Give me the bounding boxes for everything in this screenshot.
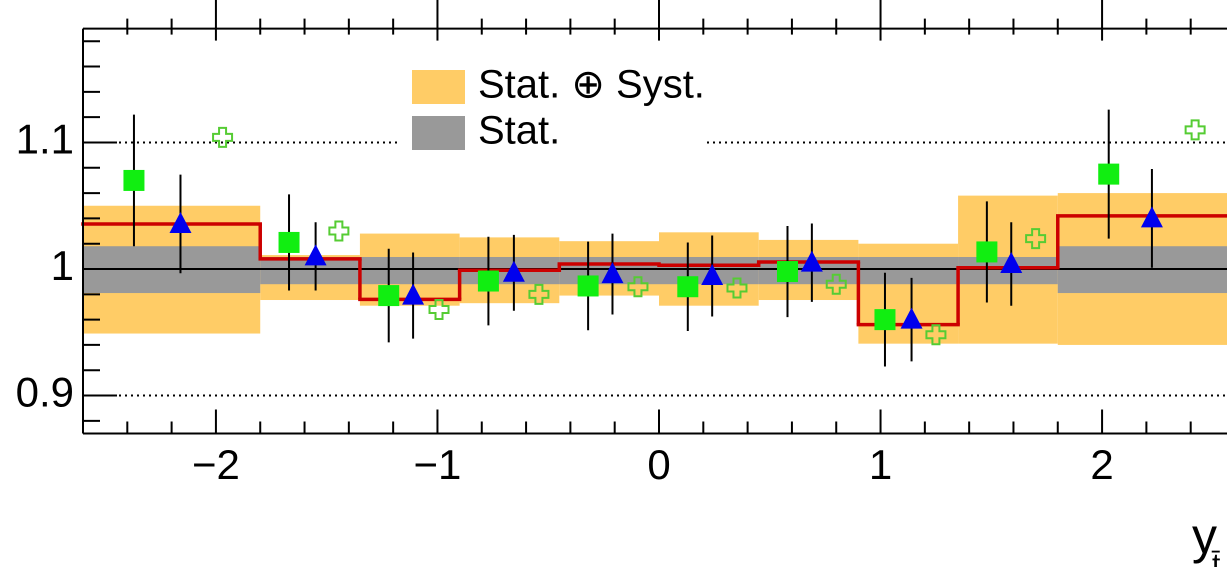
x-tick-label: 1 <box>869 441 892 488</box>
triangle-marker <box>169 211 192 233</box>
band <box>858 256 959 285</box>
square-marker <box>278 231 300 253</box>
cross-marker <box>825 273 847 295</box>
square-marker <box>577 275 599 297</box>
cross-marker <box>528 283 550 305</box>
cross-marker <box>1184 119 1206 141</box>
x-tick-label: −1 <box>414 441 462 488</box>
cross-marker <box>627 276 649 298</box>
x-tick-label: 0 <box>647 441 670 488</box>
triangle-marker <box>1000 251 1023 273</box>
x-tick-label: −2 <box>192 441 240 488</box>
y-tick-label: 1.1 <box>16 116 74 163</box>
triangle-marker <box>601 262 624 284</box>
cross-marker <box>1025 228 1047 250</box>
square-marker <box>874 309 896 331</box>
triangle-marker <box>701 263 724 285</box>
legend-swatch <box>412 116 465 150</box>
cross-marker <box>925 324 947 346</box>
cross-marker <box>428 298 450 320</box>
triangle-marker <box>800 250 823 272</box>
square-marker <box>378 285 400 307</box>
x-axis-label: y <box>1192 508 1217 564</box>
triangle-marker <box>900 307 923 329</box>
square-marker <box>477 270 499 292</box>
y-tick-label: 0.9 <box>16 369 74 416</box>
x-tick-label: 2 <box>1090 441 1113 488</box>
y-tick-label: 1 <box>51 242 74 289</box>
cross-marker <box>726 277 748 299</box>
band <box>359 256 460 285</box>
cross-marker <box>328 220 350 242</box>
legend-swatch <box>412 70 465 104</box>
square-marker <box>123 169 145 191</box>
triangle-marker <box>304 244 327 266</box>
cross-marker <box>212 126 234 148</box>
legend-label: Stat. <box>478 109 560 153</box>
triangle-marker <box>1140 206 1163 228</box>
triangle-marker <box>402 283 425 305</box>
square-marker <box>776 261 798 283</box>
x-axis-label-sub: t̄ <box>1211 548 1221 567</box>
legend-label: Stat. ⊕ Syst. <box>478 63 705 107</box>
square-marker <box>1098 163 1120 185</box>
triangle-marker <box>502 260 525 282</box>
square-marker <box>976 241 998 263</box>
square-marker <box>677 276 699 298</box>
